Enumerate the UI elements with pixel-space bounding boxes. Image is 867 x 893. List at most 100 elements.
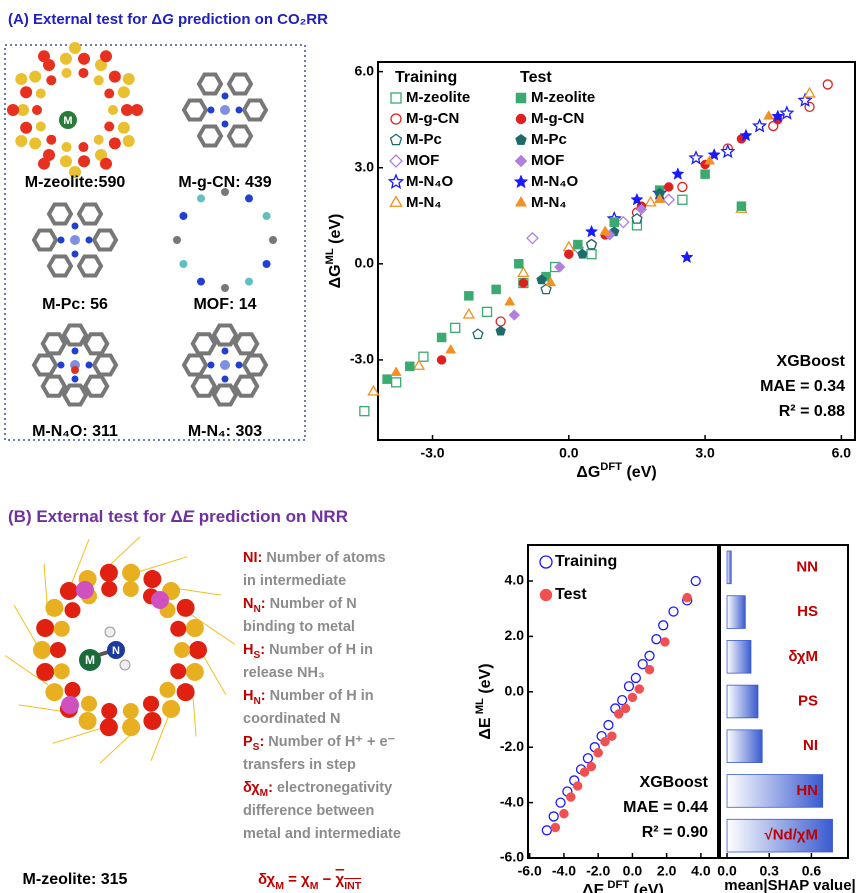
atom xyxy=(105,627,115,637)
atom xyxy=(123,703,139,719)
point xyxy=(628,693,637,702)
atom xyxy=(222,348,229,355)
ylabel-part: ΔE xyxy=(477,717,494,740)
x-tick-label: 2.0 xyxy=(657,863,677,879)
point xyxy=(624,682,633,691)
ylabel-part: ΔG xyxy=(327,264,344,288)
atom xyxy=(222,121,229,128)
atom-label: M xyxy=(63,115,72,127)
legend-marker xyxy=(391,93,401,103)
legend-label: MOF xyxy=(406,152,439,169)
definition-part: metal and intermediate xyxy=(243,826,401,842)
atom xyxy=(109,137,121,149)
atom xyxy=(72,348,79,355)
atom xyxy=(100,158,112,170)
definition: coordinated N xyxy=(243,711,340,727)
y-tick-label: 6.0 xyxy=(355,62,375,78)
atom xyxy=(38,158,50,170)
definition-part: P xyxy=(243,734,253,750)
definition-part: δχ xyxy=(243,780,260,796)
atom xyxy=(170,621,186,637)
point xyxy=(437,333,446,342)
definition: NN: Number of N xyxy=(243,596,357,615)
structure-label: MOF: 14 xyxy=(193,296,256,313)
atom xyxy=(79,712,97,730)
legend-marker xyxy=(516,114,526,124)
structure-label: M-zeolite:590 xyxy=(25,174,126,191)
legend-marker xyxy=(514,175,527,188)
point xyxy=(631,673,640,682)
atom xyxy=(208,107,215,114)
atom xyxy=(177,683,195,701)
atom xyxy=(78,68,88,78)
atom xyxy=(36,89,46,99)
atom xyxy=(186,663,204,681)
definition-part: H xyxy=(243,642,253,658)
legend-label: M-g-CN xyxy=(406,110,459,127)
point xyxy=(663,194,674,205)
y-tick-label: -3.0 xyxy=(350,351,374,367)
x-tick-label: -6.0 xyxy=(518,863,542,879)
category-label: HN xyxy=(796,782,818,799)
atom xyxy=(58,362,65,369)
definition-part: N xyxy=(253,604,260,615)
category-label: HS xyxy=(797,603,818,620)
structure-label: M-g-CN: 439 xyxy=(178,174,271,191)
point xyxy=(823,80,832,89)
atom xyxy=(245,278,253,286)
panel-b-title-part: (B) External test for Δ xyxy=(8,507,183,526)
definition-part: Number of H in xyxy=(266,688,374,704)
figure: (A) External test for ΔG prediction on C… xyxy=(0,0,867,893)
category-label: δχM xyxy=(788,648,818,665)
definition: HN: Number of H in xyxy=(243,688,374,707)
legend-marker xyxy=(391,114,401,124)
point xyxy=(514,259,523,268)
definition: δχM: electronegativity xyxy=(243,780,392,799)
point xyxy=(691,577,700,586)
atom xyxy=(197,278,205,286)
atom xyxy=(20,122,32,134)
legend-label: Training xyxy=(555,553,617,570)
ring xyxy=(94,355,116,374)
atom xyxy=(179,260,187,268)
metal xyxy=(220,360,230,370)
bar xyxy=(727,685,758,718)
x-tick-label: -4.0 xyxy=(552,863,576,879)
point xyxy=(559,809,568,818)
legend-marker xyxy=(516,93,526,103)
legend-label: M-N₄ xyxy=(531,194,566,211)
definition-part: in intermediate xyxy=(243,573,346,589)
panel-a-title-part: (A) External test for Δ xyxy=(8,11,162,28)
point xyxy=(405,362,414,371)
point xyxy=(618,696,627,705)
framework xyxy=(138,557,187,572)
atom xyxy=(197,194,205,202)
xlabel-part: DFT xyxy=(600,461,622,473)
point xyxy=(621,704,630,713)
atom xyxy=(118,122,130,134)
atom xyxy=(189,641,207,659)
atom xyxy=(101,581,117,597)
ring xyxy=(43,377,65,396)
atom xyxy=(143,696,159,712)
framework xyxy=(53,728,102,743)
formula-part: − xyxy=(318,871,335,888)
atom xyxy=(122,564,140,582)
atom xyxy=(50,642,66,658)
point xyxy=(594,748,603,757)
ring xyxy=(229,126,251,145)
point xyxy=(683,593,692,602)
point xyxy=(586,225,598,236)
atom xyxy=(118,86,130,98)
atom xyxy=(69,42,81,54)
x-tick-label: -2.0 xyxy=(586,863,610,879)
point xyxy=(610,218,619,227)
atom xyxy=(46,135,56,145)
point xyxy=(573,240,582,249)
atom-label: M xyxy=(85,653,95,667)
atom xyxy=(120,660,130,670)
atom xyxy=(123,73,135,85)
point xyxy=(573,781,582,790)
atom xyxy=(131,104,143,116)
structure-label: M-N₄: 303 xyxy=(188,423,262,440)
